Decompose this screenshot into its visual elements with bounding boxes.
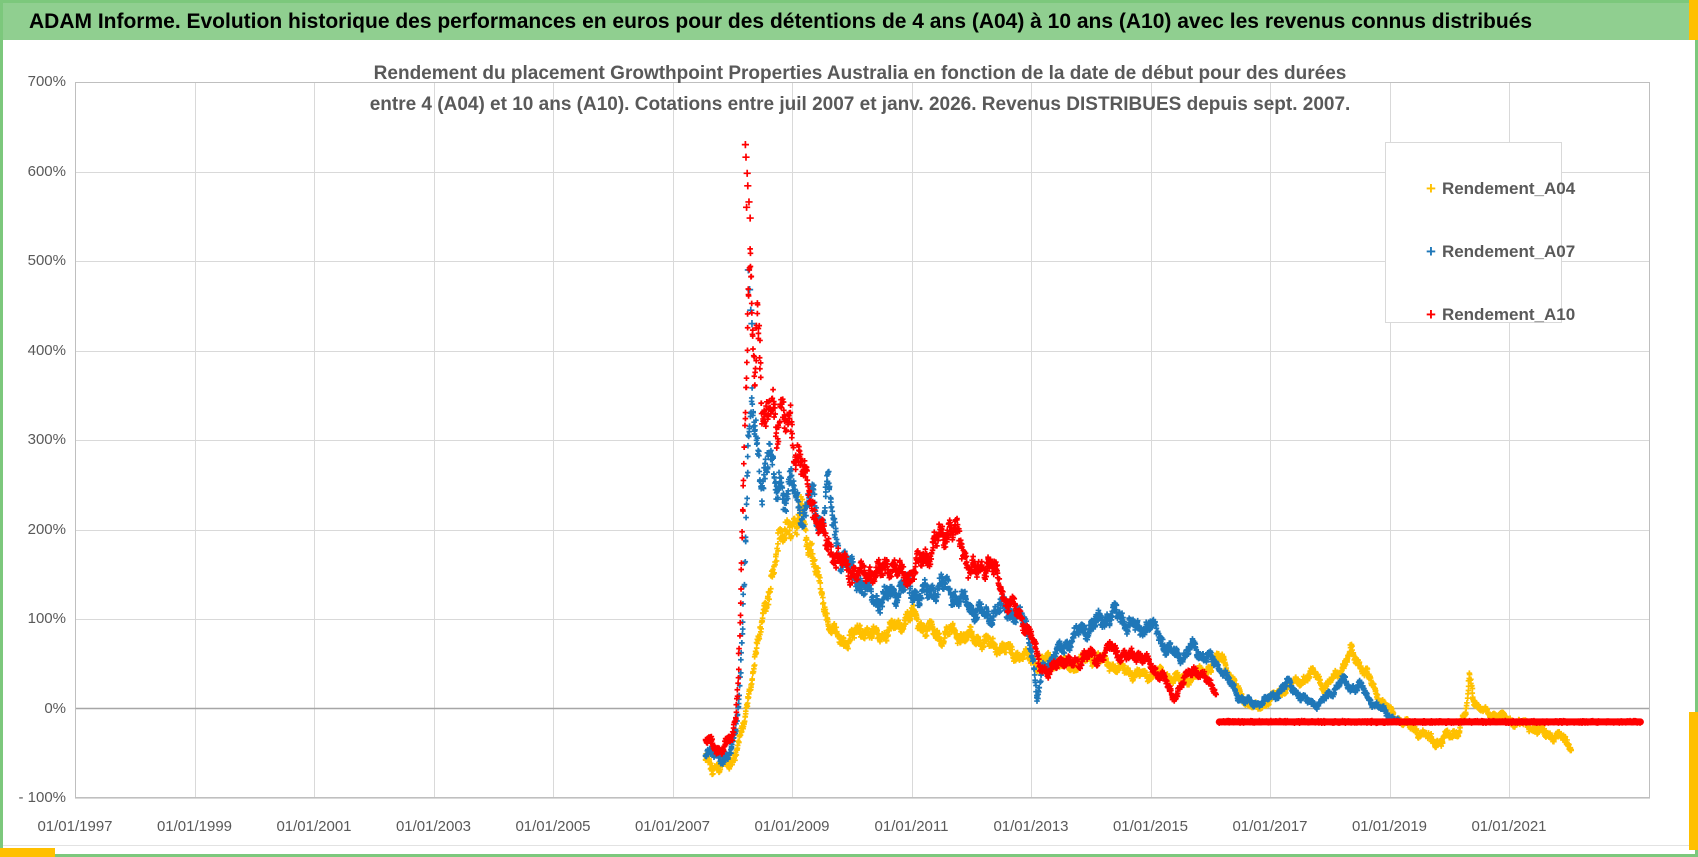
legend-label: Rendement_A10 [1441,304,1576,324]
y-tick-label: 500% [27,252,66,269]
y-tick-label: 300% [27,431,66,448]
x-tick-label: 01/01/2011 [874,818,949,835]
x-tick-label: 01/01/2005 [515,818,591,835]
y-tick-label: 0% [44,699,66,717]
x-tick-label: 01/01/2021 [1471,818,1547,835]
y-tick-label: - 100% [18,789,66,806]
legend-item-a10[interactable]: + Rendement_A10 [1386,283,1575,346]
selection-accent-right [1689,712,1698,850]
selection-accent-bottom-left [0,848,55,857]
plus-marker-icon: + [1426,305,1436,324]
chart-title-line2: entre 4 (A04) et 10 ans (A10). Cotations… [369,94,1351,115]
legend-item-a04[interactable]: + Rendement_A04 [1386,157,1575,220]
x-tick-label: 01/01/2019 [1351,818,1428,835]
plus-marker-icon: + [1426,179,1436,198]
x-tick-label: 01/01/2009 [754,818,830,835]
legend-label: Rendement_A07 [1441,241,1576,261]
y-tick-label: 200% [27,520,66,538]
page-title: ADAM Informe. Evolution historique des p… [29,10,1533,33]
x-tick-label: 01/01/2017 [1232,818,1308,835]
selection-accent-top-right [1689,0,1698,40]
x-tick-label: 01/01/2007 [634,818,711,835]
y-tick-label: 100% [27,610,66,627]
bottom-divider [3,845,1689,846]
plus-marker-icon: + [1426,242,1436,261]
title-bar: ADAM Informe. Evolution historique des p… [3,3,1689,40]
y-tick-label: 600% [27,162,66,180]
chart-legend: + Rendement_A04 + Rendement_A07 + Rendem… [1385,142,1575,324]
x-tick-label: 01/01/2003 [395,818,472,835]
x-tick-label: 01/01/2001 [276,818,352,835]
y-tick-label: 700% [27,73,66,90]
x-tick-label: 01/01/1997 [37,818,113,835]
legend-item-a07[interactable]: + Rendement_A07 [1386,220,1575,283]
x-tick-label: 01/01/2015 [1112,818,1189,835]
x-tick-label: 01/01/1999 [156,818,233,835]
chart-title-line1: Rendement du placement Growthpoint Prope… [373,63,1347,84]
x-tick-label: 01/01/2013 [993,818,1069,835]
legend-label: Rendement_A04 [1441,178,1576,198]
y-tick-label: 400% [27,341,66,359]
